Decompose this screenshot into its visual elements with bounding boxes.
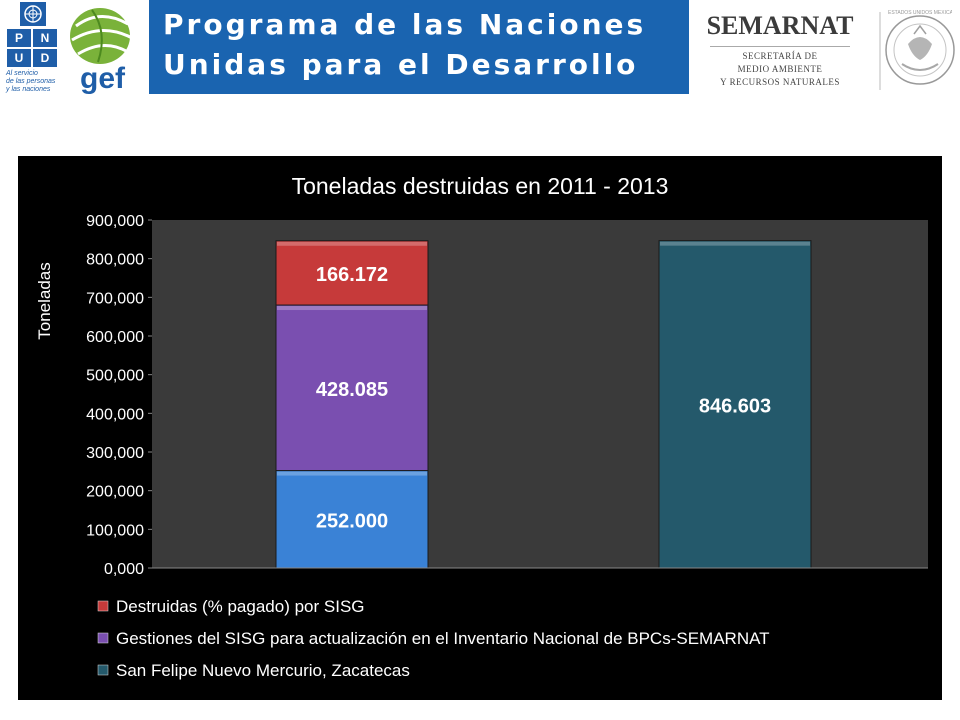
y-axis-label: Toneladas	[35, 262, 54, 340]
legend-entry: San Felipe Nuevo Mercurio, Zacatecas	[116, 661, 410, 680]
y-tick-label: 600,000	[86, 329, 144, 346]
bar-segment	[275, 240, 429, 306]
semarnat-logo: SEMARNAT SECRETARÍA DE MEDIO AMBIENTE Y …	[695, 10, 865, 100]
bar-data-label: 428.085	[316, 379, 388, 401]
y-tick-label: 400,000	[86, 406, 144, 423]
header: P N U D Al servicio de las personas y la…	[0, 0, 960, 100]
mexico-seal: ESTADOS UNIDOS MEXICANOS	[878, 4, 958, 96]
semarnat-sub-3: Y RECURSOS NATURALES	[720, 77, 840, 87]
legend: Destruidas (% pagado) por SISG Gestiones …	[97, 597, 770, 680]
bar-data-label: 166.172	[316, 264, 388, 286]
bar-segment-highlight	[277, 471, 427, 476]
coat-of-arms-icon	[879, 12, 955, 90]
legend-swatch	[97, 600, 109, 612]
y-tick-label: 300,000	[86, 445, 144, 462]
semarnat-divider	[710, 46, 850, 47]
semarnat-sub-2: MEDIO AMBIENTE	[737, 64, 823, 74]
legend-entry: Destruidas (% pagado) por SISG	[116, 597, 365, 616]
legend-entry: Gestiones del SISG para actualización en…	[116, 629, 770, 648]
bar-segment	[275, 304, 429, 472]
chart-panel: Toneladas destruidas en 2011 - 2013 Tone…	[18, 156, 942, 700]
bar-segment	[275, 470, 429, 569]
undp-tagline: Al servicio de las personas y las nacion…	[6, 70, 62, 94]
undp-logo: P N U D Al servicio de las personas y la…	[6, 2, 58, 98]
y-tick-label: 100,000	[86, 522, 144, 539]
plot-area	[152, 220, 928, 568]
y-axis-ticks: 0,000 100,000 200,000 300,000 400,000 500,000…	[86, 213, 152, 578]
bar-segment-highlight	[277, 306, 427, 311]
legend-swatch	[97, 664, 109, 676]
chart-title: Toneladas destruidas en 2011 - 2013	[292, 173, 669, 199]
bars: 252.000 428.085 166.172 846.603	[152, 240, 928, 569]
undp-letter-u: U	[7, 49, 31, 67]
undp-tagline-line: de las personas	[6, 78, 56, 85]
gef-logo-text: gef	[80, 62, 126, 95]
undp-letter-p: P	[7, 29, 31, 47]
y-tick-label: 700,000	[86, 290, 144, 307]
bar-data-label: 252.000	[316, 510, 388, 532]
gef-logo: gef	[62, 2, 144, 98]
pnud-banner: Programa de las Naciones Unidas para el …	[149, 0, 689, 94]
un-emblem-icon	[20, 2, 46, 26]
globe-icon: gef	[70, 8, 133, 95]
seal-arc-text: ESTADOS UNIDOS MEXICANOS	[888, 10, 952, 16]
undp-letter-d: D	[33, 49, 57, 67]
y-tick-label: 0,000	[104, 561, 144, 578]
bar-data-label: 846.603	[699, 395, 771, 417]
y-tick-label: 500,000	[86, 368, 144, 385]
banner-line-1: Programa de las Naciones	[163, 8, 647, 41]
bar-segment-highlight	[660, 241, 810, 246]
banner-line-2: Unidas para el Desarrollo	[163, 48, 639, 81]
bar-segment-highlight	[277, 241, 427, 246]
undp-tagline-line: y las naciones	[6, 86, 51, 93]
chart: Toneladas destruidas en 2011 - 2013 Tone…	[35, 173, 928, 680]
undp-letter-n: N	[33, 29, 57, 47]
semarnat-name: SEMARNAT	[706, 11, 854, 40]
legend-swatch	[97, 632, 109, 644]
y-tick-label: 900,000	[86, 213, 144, 230]
y-tick-label: 800,000	[86, 252, 144, 269]
undp-tagline-line: Al servicio	[6, 70, 38, 77]
y-tick-label: 200,000	[86, 484, 144, 501]
bar-segment	[658, 240, 812, 569]
semarnat-sub-1: SECRETARÍA DE	[742, 51, 818, 61]
